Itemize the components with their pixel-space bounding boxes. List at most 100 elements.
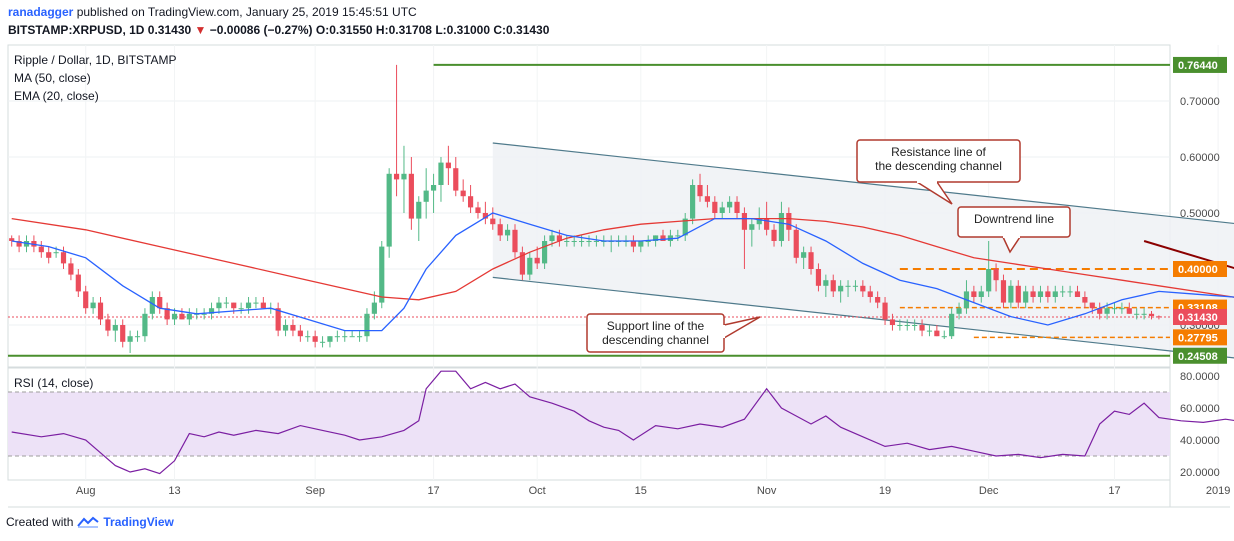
tradingview-logo-icon (77, 516, 99, 528)
level-label: 0.40000 (1178, 264, 1218, 276)
candle-body (216, 302, 222, 309)
candle-body (778, 213, 785, 241)
candle-body (393, 173, 400, 180)
candle-body (297, 330, 303, 337)
candle-body (423, 190, 429, 202)
candle-body (408, 173, 414, 219)
downtrend-callout-pointer (1002, 236, 1021, 254)
candle-body (949, 313, 955, 337)
time-tick-label: Dec (979, 485, 999, 497)
downtrend-callout: Downtrend line (957, 206, 1071, 254)
candle-body (90, 302, 96, 309)
resistance-callout-text: Resistance line of (891, 145, 986, 159)
candle-body (793, 229, 799, 258)
candle-body (860, 285, 866, 292)
candle-body (83, 291, 89, 309)
candle-body (164, 308, 170, 320)
candle-body (1067, 291, 1073, 293)
candle-body (519, 252, 525, 275)
time-tick-label: Nov (757, 485, 777, 497)
rsi-line (11, 370, 1234, 475)
candle-body (904, 325, 910, 326)
candle-body (334, 336, 340, 338)
time-tick-label: 19 (879, 485, 891, 497)
candle-body (593, 241, 599, 242)
level-label-bg (1173, 56, 1227, 73)
candle-body (638, 241, 644, 247)
candle-body (60, 252, 67, 264)
candle-body (416, 201, 422, 219)
candle-body (482, 213, 488, 219)
rsi-tick-label: 20.0000 (1180, 467, 1220, 479)
candle-body (379, 246, 385, 303)
candle-body (1045, 291, 1051, 297)
candle-body (1119, 308, 1125, 310)
candle-body (1134, 313, 1140, 315)
candle-body (660, 235, 666, 241)
candle-body (993, 269, 999, 281)
candle-body (1156, 316, 1162, 318)
candle-body (875, 297, 881, 303)
last-price: 0.31430 (147, 23, 192, 37)
candle-body (1060, 291, 1066, 293)
downtrend-line (1143, 240, 1234, 270)
level-label: 0.24508 (1178, 351, 1218, 363)
candle-body (867, 291, 873, 297)
support-callout-pointer (723, 316, 761, 339)
candle-body (764, 218, 770, 230)
candle-body (401, 173, 407, 180)
candle-body (356, 336, 363, 338)
candle-body (312, 336, 318, 342)
candle-body (231, 302, 237, 309)
candle-body (675, 235, 681, 237)
time-tick-label: 2019 (1206, 485, 1230, 497)
high-value: H:0.31708 (375, 23, 432, 37)
author-name[interactable]: ranadagger (8, 5, 74, 19)
indicator-lines (11, 212, 1234, 332)
candle-body (823, 280, 829, 286)
candle-body (756, 218, 762, 225)
candle-body (978, 291, 984, 297)
price-change: −0.00086 (−0.27%) (209, 23, 313, 37)
symbol: BITSTAMP:XRPUSD, 1D (8, 23, 145, 37)
candle-body (690, 185, 696, 219)
candle-body (653, 235, 659, 241)
candle-body (171, 313, 178, 320)
candle-body (645, 241, 651, 242)
level-label: 0.27795 (1178, 332, 1218, 344)
ma50-line (11, 217, 1234, 301)
candle-body (786, 213, 792, 230)
candle-body (282, 325, 289, 331)
rsi-pane (8, 370, 1234, 475)
candle-body (579, 241, 585, 242)
publish-date: published on TradingView.com, January 25… (76, 5, 417, 19)
candle-body (897, 325, 903, 326)
candle-body (497, 224, 503, 236)
candle-body (438, 162, 444, 185)
level-label: 0.31430 (1178, 312, 1218, 324)
candle-body (1052, 291, 1058, 297)
level-label-bg (1173, 329, 1227, 346)
candle-body (179, 313, 185, 320)
price-overlays (8, 63, 1234, 359)
rsi-tick-label: 60.0000 (1180, 403, 1220, 415)
tradingview-brand[interactable]: TradingView (103, 515, 174, 529)
support-callout-text: Support line of the (607, 319, 705, 333)
candle-body (542, 241, 548, 264)
candle-body (682, 218, 688, 236)
rsi-legend: RSI (14, close) (14, 376, 94, 390)
candle-body (349, 336, 355, 338)
candle-body (290, 325, 296, 331)
candle-body (704, 196, 711, 202)
candle-body (556, 235, 562, 241)
candle-body (149, 297, 155, 314)
candle-body (53, 252, 59, 254)
ema20-line (11, 212, 1234, 332)
candle-body (453, 168, 459, 191)
resistance-callout-text: the descending channel (875, 159, 1002, 173)
candle-body (630, 241, 636, 247)
chart-title: Ripple / Dollar, 1D, BITSTAMP (14, 53, 177, 67)
